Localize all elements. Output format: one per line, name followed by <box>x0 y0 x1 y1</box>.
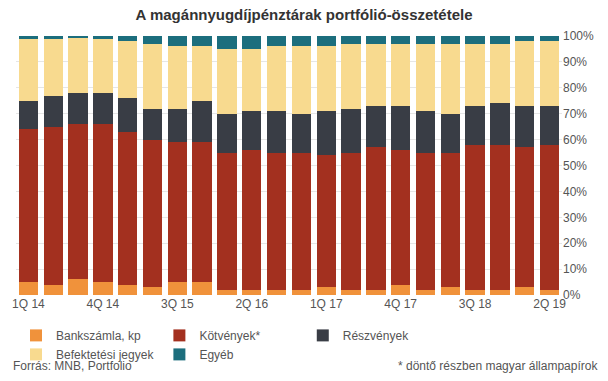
svg-text:90%: 90% <box>563 55 587 69</box>
svg-text:Bankszámla, kp: Bankszámla, kp <box>56 329 141 343</box>
svg-text:60%: 60% <box>563 133 587 147</box>
svg-text:100%: 100% <box>563 29 594 43</box>
svg-text:50%: 50% <box>563 159 587 173</box>
svg-text:1Q 17: 1Q 17 <box>310 297 343 311</box>
svg-text:4Q 17: 4Q 17 <box>384 297 417 311</box>
svg-text:* döntő részben magyar állampa: * döntő részben magyar állampapírok <box>398 359 598 373</box>
svg-text:Befektetési jegyek: Befektetési jegyek <box>56 348 154 362</box>
svg-text:Kötvények*: Kötvények* <box>199 329 260 343</box>
svg-text:2Q 19: 2Q 19 <box>533 297 566 311</box>
svg-text:Részvények: Részvények <box>343 329 409 343</box>
svg-text:4Q 14: 4Q 14 <box>87 297 120 311</box>
svg-text:Egyéb: Egyéb <box>199 348 233 362</box>
svg-text:40%: 40% <box>563 185 587 199</box>
svg-text:0%: 0% <box>563 288 581 302</box>
svg-text:20%: 20% <box>563 236 587 250</box>
svg-text:3Q 15: 3Q 15 <box>161 297 194 311</box>
svg-text:80%: 80% <box>563 81 587 95</box>
svg-text:3Q 18: 3Q 18 <box>459 297 492 311</box>
svg-text:70%: 70% <box>563 107 587 121</box>
svg-text:Forrás: MNB, Portfolio: Forrás: MNB, Portfolio <box>13 359 132 373</box>
svg-text:10%: 10% <box>563 262 587 276</box>
svg-text:A magánnyugdíjpénztárak portfó: A magánnyugdíjpénztárak portfólió-összet… <box>136 6 473 23</box>
svg-text:1Q 14: 1Q 14 <box>12 297 45 311</box>
svg-text:2Q 16: 2Q 16 <box>235 297 268 311</box>
svg-text:30%: 30% <box>563 211 587 225</box>
